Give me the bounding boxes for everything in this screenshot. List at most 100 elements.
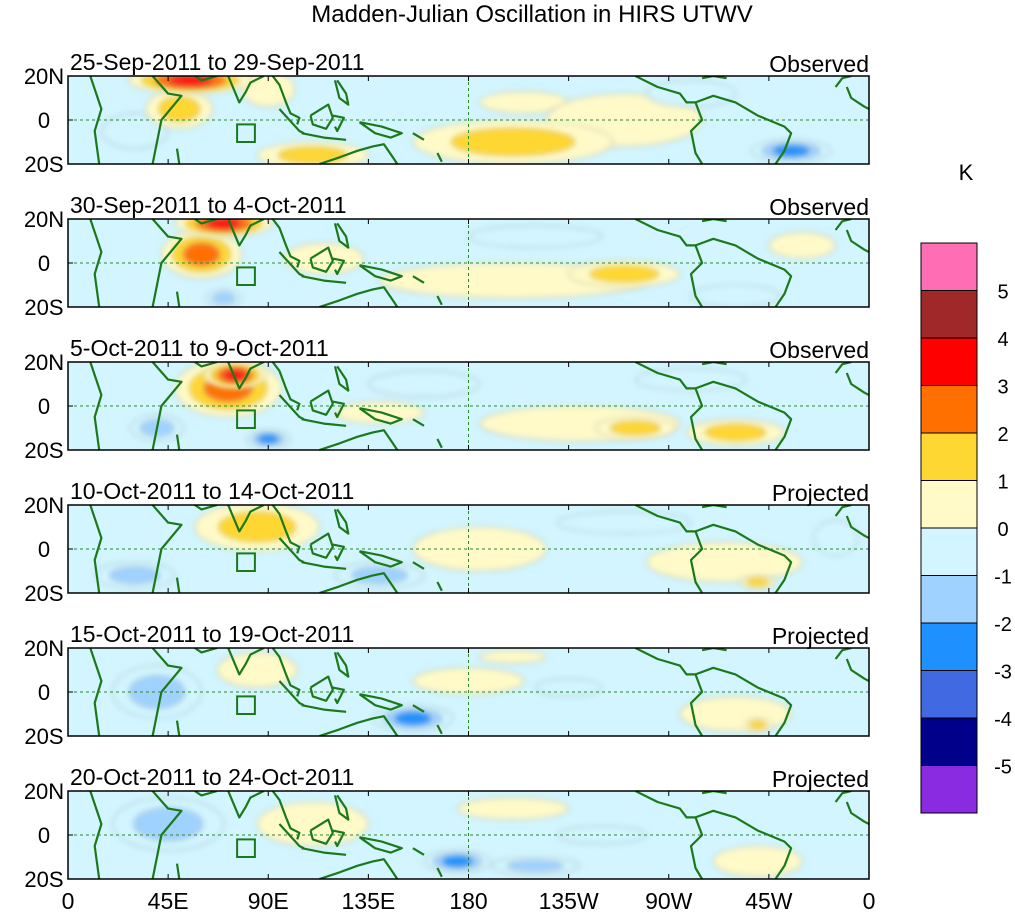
reference-box bbox=[236, 838, 256, 859]
reference-box bbox=[236, 552, 256, 573]
coastline bbox=[333, 794, 350, 821]
reference-box bbox=[236, 695, 256, 716]
coastline bbox=[175, 434, 181, 450]
colorbar: K 5 4 3 2 1 0 -1 -2 -3 -4 -5 bbox=[920, 160, 1012, 814]
coastline bbox=[436, 295, 443, 306]
coastline bbox=[701, 219, 727, 223]
x-tick-label: 135W bbox=[539, 888, 599, 914]
colorbar-tick-label: -2 bbox=[994, 614, 1012, 636]
coastline bbox=[227, 791, 265, 819]
coastline bbox=[845, 801, 869, 825]
anomaly-contour bbox=[746, 577, 770, 587]
anomaly-contour bbox=[479, 649, 547, 664]
anomaly-contour bbox=[218, 511, 296, 543]
y-tick-label: 20N bbox=[24, 636, 64, 661]
colorbar-tick-label: -4 bbox=[994, 709, 1012, 731]
panel-status-label: Projected bbox=[772, 766, 869, 792]
coastline bbox=[175, 291, 181, 307]
coastline bbox=[695, 666, 793, 736]
coastline bbox=[227, 219, 265, 247]
anomaly-contour bbox=[705, 423, 766, 441]
coastline bbox=[175, 148, 181, 164]
panel-3: 20N 0 20S 5-Oct-2011 to 9-Oct-2011 Observed bbox=[24, 335, 870, 463]
coastline bbox=[436, 581, 443, 592]
colorbar-tick-label: 4 bbox=[997, 329, 1008, 351]
coastline bbox=[689, 674, 704, 736]
coastline bbox=[412, 561, 425, 570]
x-tick-label: 180 bbox=[449, 888, 487, 914]
coastline bbox=[271, 76, 301, 125]
anomaly-field bbox=[101, 76, 832, 164]
coastline bbox=[634, 219, 696, 247]
x-tick-label: 45E bbox=[148, 888, 189, 914]
coastline bbox=[358, 121, 403, 139]
panel-6: 20N 0 20S 20-Oct-2011 to 24-Oct-2011 Project… bbox=[24, 764, 870, 892]
coastline bbox=[358, 264, 403, 282]
y-tick-label: 0 bbox=[38, 394, 50, 419]
coastline bbox=[175, 577, 181, 593]
x-axis: 0 45E 90E 135E 180 135W 90W 45W 0 bbox=[62, 888, 876, 914]
panel-period-label: 15-Oct-2011 to 19-Oct-2011 bbox=[70, 621, 354, 647]
anomaly-contour bbox=[168, 76, 213, 86]
anomaly-contour bbox=[534, 678, 603, 697]
coastline bbox=[845, 229, 869, 253]
x-tick-label: 45W bbox=[745, 888, 793, 914]
y-tick-label: 20S bbox=[24, 724, 63, 749]
coastline bbox=[194, 219, 218, 225]
coastline bbox=[845, 372, 869, 396]
anomaly-contour bbox=[712, 845, 803, 878]
coastline bbox=[332, 686, 345, 705]
y-tick-label: 0 bbox=[38, 108, 50, 133]
panel-period-label: 20-Oct-2011 to 24-Oct-2011 bbox=[70, 764, 354, 790]
coastline bbox=[358, 836, 403, 854]
coastlines bbox=[89, 648, 869, 736]
x-tick-label: 0 bbox=[863, 888, 876, 914]
colorbar-swatch bbox=[920, 242, 978, 291]
panel-status-label: Observed bbox=[769, 337, 869, 363]
colorbar-tick-label: 5 bbox=[997, 282, 1008, 304]
coastline bbox=[227, 76, 265, 104]
coastline bbox=[319, 858, 399, 879]
reference-box bbox=[236, 266, 256, 286]
coastline bbox=[301, 847, 347, 856]
coastline bbox=[634, 791, 696, 819]
coastline bbox=[689, 388, 704, 450]
coastline bbox=[194, 505, 218, 511]
coastline bbox=[695, 809, 793, 879]
panel-5: 20N 0 20S 15-Oct-2011 to 19-Oct-2011 Project… bbox=[24, 621, 870, 749]
coastline bbox=[845, 86, 869, 110]
coastline bbox=[309, 818, 334, 845]
anomaly-contour bbox=[557, 511, 692, 534]
coastline bbox=[227, 362, 265, 390]
colorbar-tick-label: -3 bbox=[994, 662, 1012, 684]
coastline bbox=[634, 505, 696, 533]
coastline bbox=[271, 791, 301, 840]
coastline bbox=[309, 103, 334, 130]
y-tick-label: 20N bbox=[24, 350, 64, 375]
coastline bbox=[333, 365, 350, 392]
anomaly-contour bbox=[351, 566, 408, 584]
coastline bbox=[319, 715, 399, 736]
coastline bbox=[151, 76, 183, 164]
coastline bbox=[695, 523, 793, 593]
y-tick-label: 20N bbox=[24, 493, 64, 518]
coastline bbox=[332, 829, 345, 848]
coastline bbox=[332, 257, 345, 276]
anomaly-contour bbox=[258, 434, 279, 444]
coastline bbox=[301, 561, 347, 570]
colorbar-swatch bbox=[920, 432, 978, 481]
anomaly-contour bbox=[773, 145, 810, 156]
panel-period-label: 30-Sep-2011 to 4-Oct-2011 bbox=[70, 192, 347, 218]
coastline bbox=[309, 246, 334, 273]
anomaly-contour bbox=[368, 370, 480, 398]
coastline bbox=[301, 132, 347, 141]
coastline bbox=[701, 648, 727, 652]
panel-1: 20N 0 20S 25-Sep-2011 to 29-Sep-2011 Observe… bbox=[24, 49, 870, 177]
anomaly-contour bbox=[283, 242, 365, 275]
colorbar-swatch bbox=[920, 670, 978, 719]
coastline bbox=[701, 505, 727, 509]
anomaly-contour bbox=[749, 720, 767, 730]
anomaly-contour bbox=[813, 520, 859, 556]
coastline bbox=[151, 362, 183, 450]
coastline bbox=[319, 429, 399, 450]
